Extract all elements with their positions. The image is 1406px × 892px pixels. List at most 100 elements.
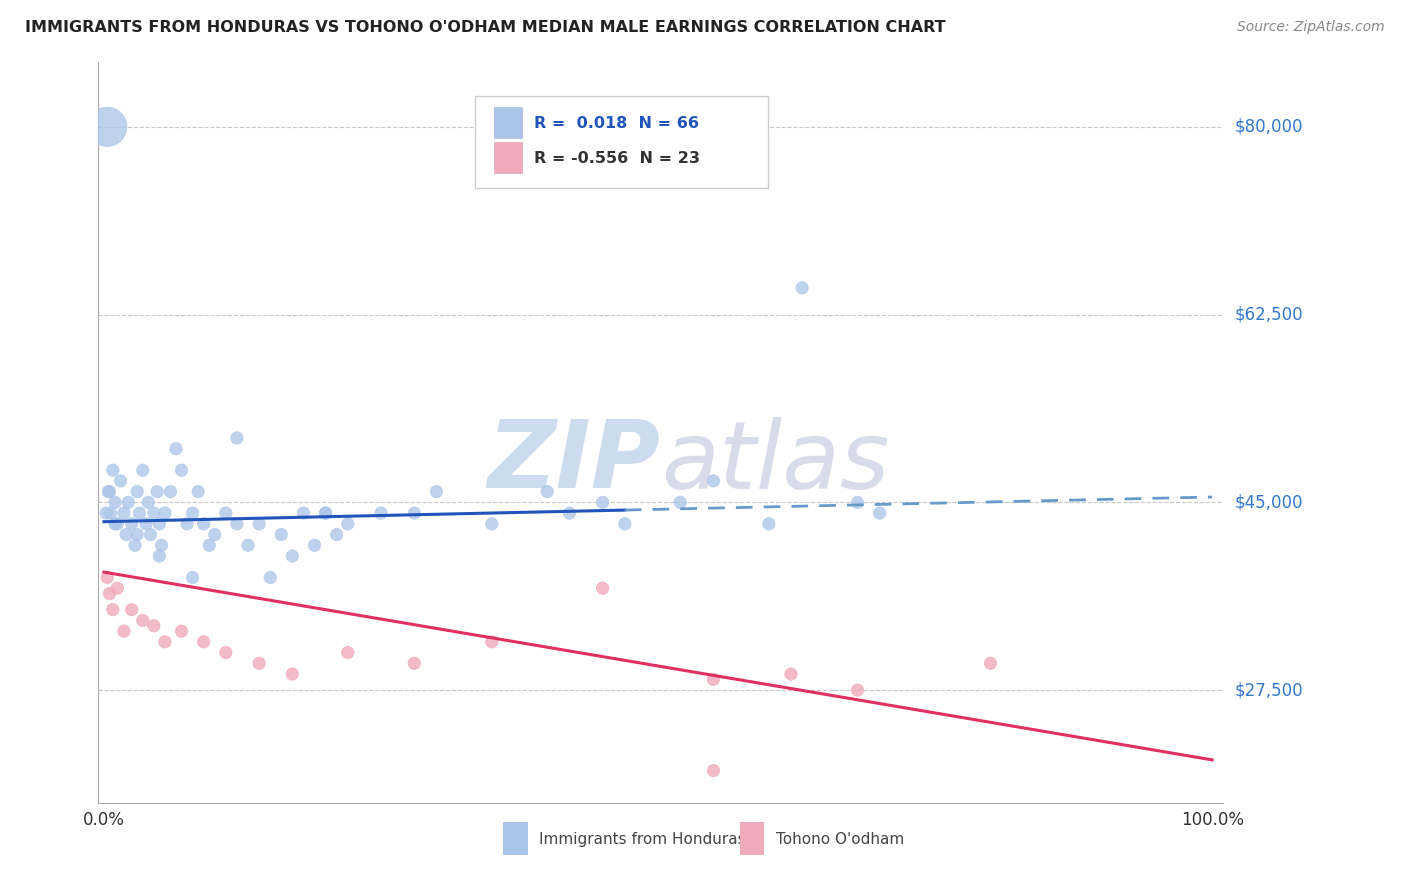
Point — [226, 431, 249, 445]
Point — [100, 506, 122, 520]
Point — [979, 657, 1001, 671]
Point — [536, 484, 558, 499]
Point — [315, 506, 337, 520]
Point — [198, 538, 221, 552]
Point — [425, 484, 447, 499]
Bar — [495, 107, 523, 138]
Text: R =  0.018  N = 66: R = 0.018 N = 66 — [534, 116, 699, 130]
Point — [325, 527, 347, 541]
Point — [215, 646, 238, 660]
Point — [132, 614, 155, 628]
Point — [136, 495, 159, 509]
Point — [121, 602, 143, 616]
Point — [702, 764, 724, 778]
Text: Source: ZipAtlas.com: Source: ZipAtlas.com — [1237, 20, 1385, 34]
Point — [669, 495, 692, 509]
Point — [98, 484, 121, 499]
Bar — [740, 822, 765, 855]
Point — [236, 538, 259, 552]
Point — [370, 506, 392, 520]
Point — [101, 463, 124, 477]
Point — [128, 506, 150, 520]
Text: $80,000: $80,000 — [1234, 118, 1303, 136]
Point — [142, 619, 165, 633]
Point — [98, 586, 121, 600]
Point — [117, 495, 139, 509]
Bar — [503, 822, 529, 855]
Point — [281, 667, 304, 681]
FancyBboxPatch shape — [475, 95, 768, 188]
Point — [139, 527, 162, 541]
Point — [404, 506, 426, 520]
Text: ZIP: ZIP — [488, 417, 661, 508]
Point — [132, 463, 155, 477]
Point — [96, 120, 118, 134]
Text: atlas: atlas — [661, 417, 889, 508]
Text: IMMIGRANTS FROM HONDURAS VS TOHONO O'ODHAM MEDIAN MALE EARNINGS CORRELATION CHAR: IMMIGRANTS FROM HONDURAS VS TOHONO O'ODH… — [25, 20, 946, 35]
Point — [104, 516, 127, 531]
Point — [702, 673, 724, 687]
Point — [592, 581, 614, 595]
Point — [148, 516, 170, 531]
Text: $27,500: $27,500 — [1234, 681, 1303, 699]
Point — [153, 635, 176, 649]
Point — [104, 495, 127, 509]
Point — [153, 506, 176, 520]
Point — [790, 281, 813, 295]
Point — [187, 484, 209, 499]
Point — [336, 516, 359, 531]
Point — [780, 667, 803, 681]
Point — [315, 506, 337, 520]
Point — [193, 516, 215, 531]
Point — [110, 474, 132, 488]
Point — [105, 516, 128, 531]
Point — [247, 657, 270, 671]
Point — [481, 635, 503, 649]
Point — [846, 683, 869, 698]
Point — [121, 516, 143, 531]
Point — [846, 495, 869, 509]
Text: Immigrants from Honduras: Immigrants from Honduras — [540, 832, 747, 847]
Text: $62,500: $62,500 — [1234, 306, 1303, 324]
Point — [112, 624, 135, 639]
Point — [259, 570, 281, 584]
Point — [592, 495, 614, 509]
Point — [247, 516, 270, 531]
Point — [281, 549, 304, 563]
Point — [96, 570, 118, 584]
Point — [127, 527, 149, 541]
Point — [304, 538, 326, 552]
Point — [142, 506, 165, 520]
Point — [148, 549, 170, 563]
Point — [176, 516, 198, 531]
Point — [181, 506, 204, 520]
Point — [105, 581, 128, 595]
Point — [124, 538, 146, 552]
Point — [292, 506, 315, 520]
Text: R = -0.556  N = 23: R = -0.556 N = 23 — [534, 151, 700, 166]
Point — [170, 624, 193, 639]
Point — [558, 506, 581, 520]
Point — [150, 538, 173, 552]
Point — [758, 516, 780, 531]
Point — [159, 484, 181, 499]
Point — [404, 657, 426, 671]
Text: $45,000: $45,000 — [1234, 493, 1303, 511]
Point — [215, 506, 238, 520]
Point — [702, 474, 724, 488]
Point — [193, 635, 215, 649]
Point — [135, 516, 157, 531]
Point — [481, 516, 503, 531]
Point — [270, 527, 292, 541]
Point — [336, 646, 359, 660]
Point — [165, 442, 187, 456]
Point — [112, 506, 135, 520]
Bar — [495, 143, 523, 173]
Point — [115, 527, 138, 541]
Point — [613, 516, 636, 531]
Point — [96, 506, 118, 520]
Point — [181, 570, 204, 584]
Point — [101, 602, 124, 616]
Point — [869, 506, 891, 520]
Point — [226, 516, 249, 531]
